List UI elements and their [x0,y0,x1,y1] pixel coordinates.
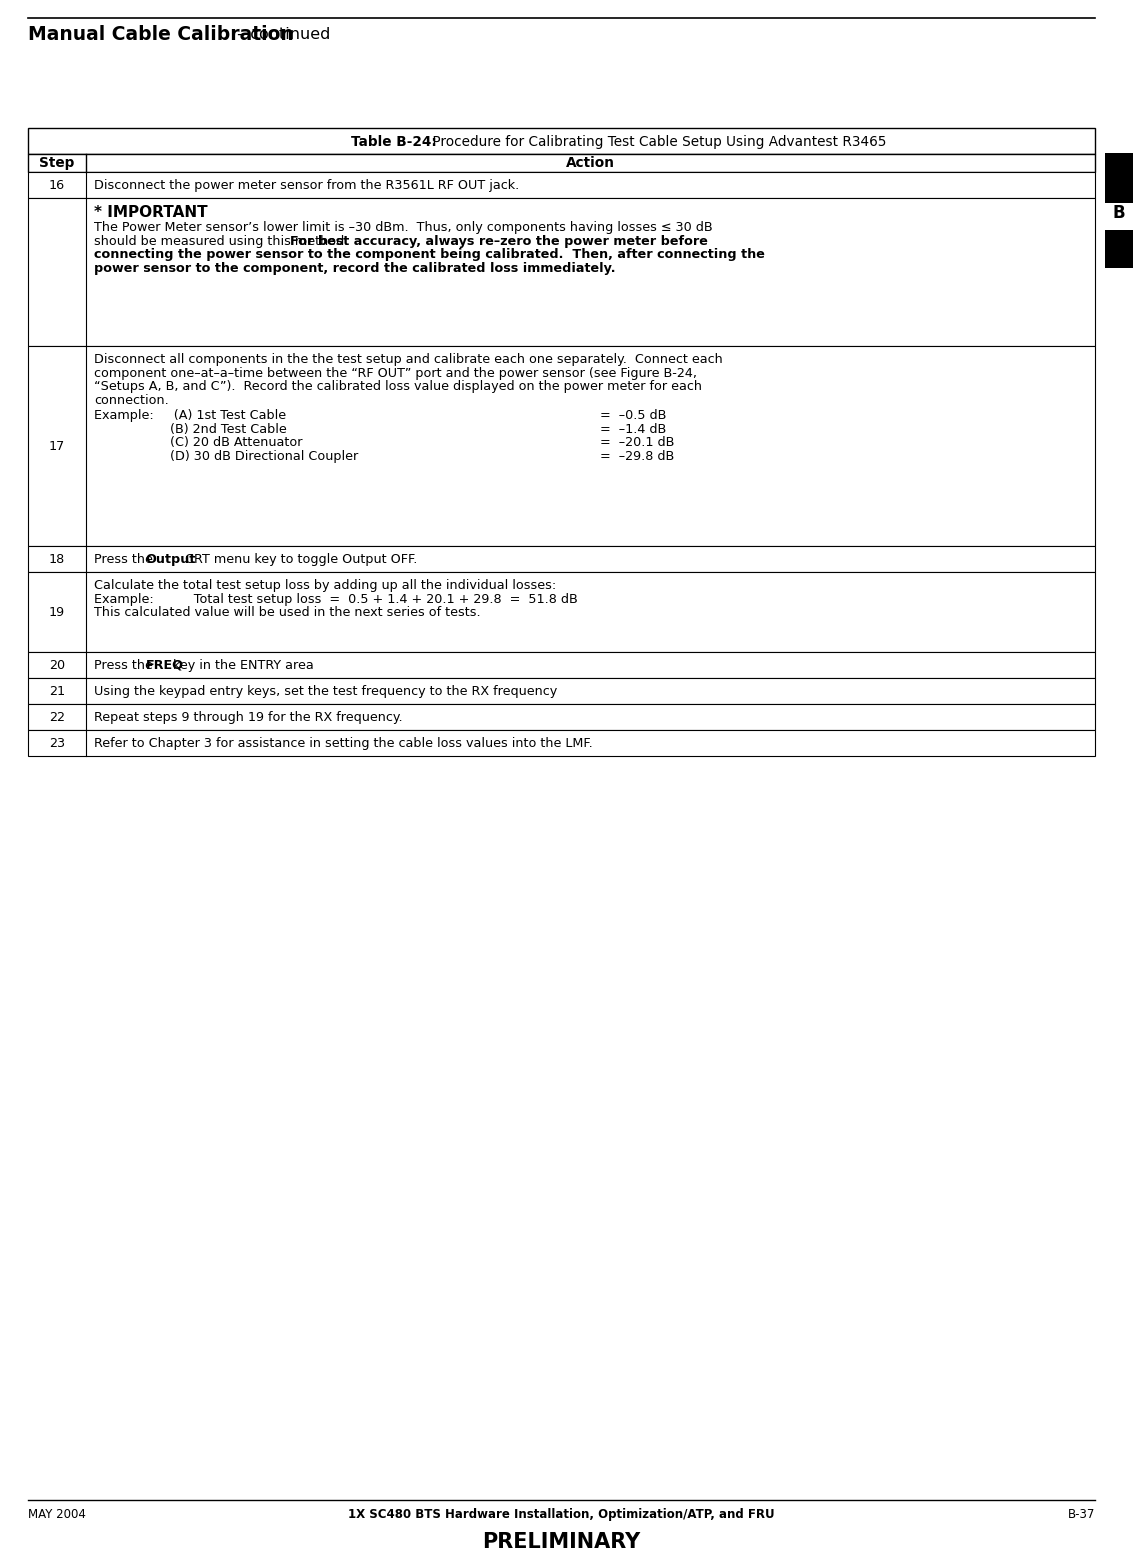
Text: Action: Action [565,156,614,170]
Text: 22: 22 [49,711,65,723]
Text: 23: 23 [49,736,65,750]
Text: The Power Meter sensor’s lower limit is –30 dBm.  Thus, only components having l: The Power Meter sensor’s lower limit is … [93,222,713,234]
Text: This calculated value will be used in the next series of tests.: This calculated value will be used in th… [93,606,481,620]
Bar [28,172,1096,198]
Text: =  –20.1 dB: = –20.1 dB [600,435,675,449]
Text: 1X SC480 BTS Hardware Installation, Optimization/ATP, and FRU: 1X SC480 BTS Hardware Installation, Opti… [348,1509,775,1521]
Text: =  –1.4 dB: = –1.4 dB [600,423,666,435]
Text: Output: Output [146,553,196,565]
Text: 20: 20 [49,658,65,672]
Text: 21: 21 [49,685,65,697]
Text: 17: 17 [49,440,65,452]
Text: connecting the power sensor to the component being calibrated.  Then, after conn: connecting the power sensor to the compo… [93,248,765,260]
Text: PRELIMINARY: PRELIMINARY [482,1532,641,1549]
Text: Repeat steps 9 through 19 for the RX frequency.: Repeat steps 9 through 19 for the RX fre… [93,711,402,723]
Text: power sensor to the component, record the calibrated loss immediately.: power sensor to the component, record th… [93,262,616,274]
Text: (C) 20 dB Attenuator: (C) 20 dB Attenuator [93,435,302,449]
Bar [28,730,1096,756]
Text: MAY 2004: MAY 2004 [28,1509,86,1521]
Bar [28,678,1096,703]
Text: * IMPORTANT: * IMPORTANT [93,204,207,220]
Bar [28,198,1096,345]
Text: Disconnect all components in the the test setup and calibrate each one separatel: Disconnect all components in the the tes… [93,353,723,366]
Text: key in the ENTRY area: key in the ENTRY area [170,658,315,672]
Bar [28,703,1096,730]
Text: =  –0.5 dB: = –0.5 dB [600,409,667,421]
Text: =  –29.8 dB: = –29.8 dB [600,449,674,463]
Text: connection.: connection. [93,393,169,406]
Bar [28,345,1096,545]
Text: Calculate the total test setup loss by adding up all the individual losses:: Calculate the total test setup loss by a… [93,579,556,592]
Bar [28,129,1096,153]
Text: “Setups A, B, and C”).  Record the calibrated loss value displayed on the power : “Setups A, B, and C”). Record the calibr… [93,380,702,393]
Text: Refer to Chapter 3 for assistance in setting the cable loss values into the LMF.: Refer to Chapter 3 for assistance in set… [93,736,593,750]
Bar [1105,229,1133,268]
Text: should be measured using this method.: should be measured using this method. [93,234,352,248]
Text: (B) 2nd Test Cable: (B) 2nd Test Cable [93,423,287,435]
Text: B: B [1113,204,1125,222]
Text: Example:     (A) 1st Test Cable: Example: (A) 1st Test Cable [93,409,286,421]
Text: Table B-24:: Table B-24: [351,135,437,149]
Text: For best accuracy, always re–zero the power meter before: For best accuracy, always re–zero the po… [290,234,708,248]
Bar [1105,153,1133,203]
Bar [28,153,1096,172]
Text: CRT menu key to toggle Output OFF.: CRT menu key to toggle Output OFF. [181,553,417,565]
Text: 16: 16 [49,178,65,192]
Text: Press the: Press the [93,658,157,672]
Text: (D) 30 dB Directional Coupler: (D) 30 dB Directional Coupler [93,449,358,463]
Text: Press the: Press the [93,553,157,565]
Bar [28,572,1096,652]
Text: Manual Cable Calibration: Manual Cable Calibration [28,25,294,43]
Text: Step: Step [39,156,75,170]
Text: 18: 18 [49,553,65,565]
Text: – continued: – continued [233,26,331,42]
Text: Using the keypad entry keys, set the test frequency to the RX frequency: Using the keypad entry keys, set the tes… [93,685,557,697]
Text: Example:          Total test setup loss  =  0.5 + 1.4 + 20.1 + 29.8  =  51.8 dB: Example: Total test setup loss = 0.5 + 1… [93,593,578,606]
Text: component one–at–a–time between the “RF OUT” port and the power sensor (see Figu: component one–at–a–time between the “RF … [93,367,697,380]
Bar [28,545,1096,572]
Text: B-37: B-37 [1068,1509,1096,1521]
Text: Procedure for Calibrating Test Cable Setup Using Advantest R3465: Procedure for Calibrating Test Cable Set… [429,135,887,149]
Bar [28,652,1096,678]
Text: 19: 19 [49,606,65,618]
Text: FREQ: FREQ [146,658,184,672]
Text: Disconnect the power meter sensor from the R3561L RF OUT jack.: Disconnect the power meter sensor from t… [93,180,519,192]
